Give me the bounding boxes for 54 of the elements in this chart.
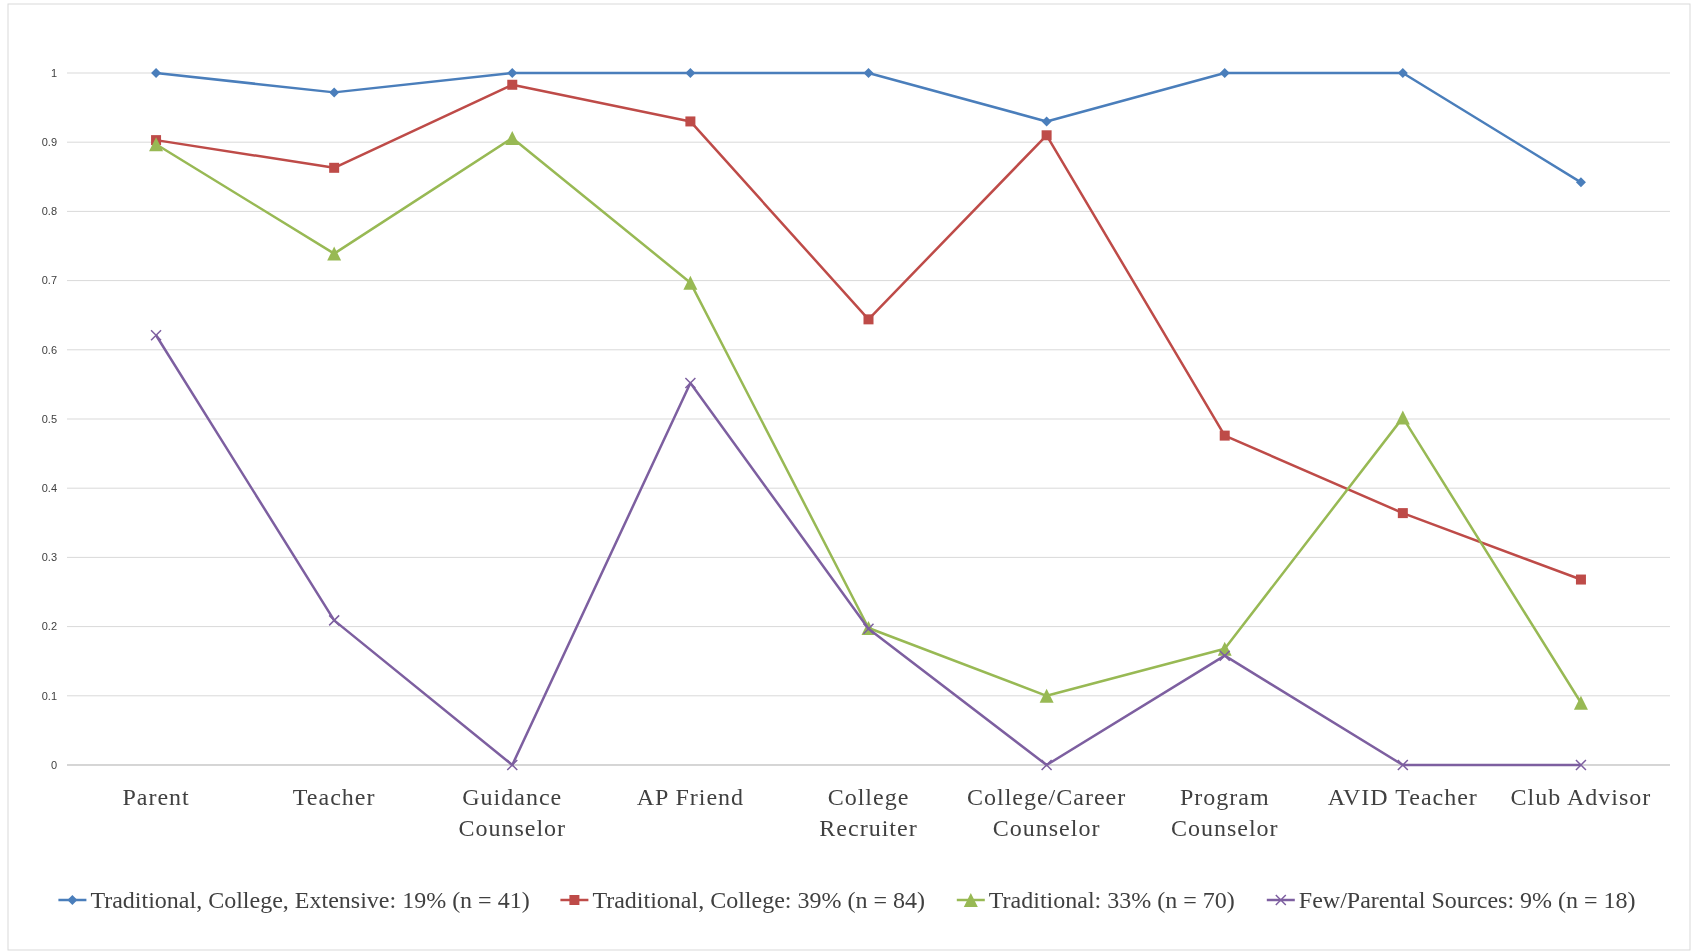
x-tick-label: Parent	[122, 784, 190, 810]
legend-label: Traditional: 33% (n = 70)	[988, 887, 1235, 914]
point	[1575, 177, 1586, 188]
point	[149, 137, 164, 152]
y-tick-label: 0.8	[41, 205, 57, 218]
legend-label: Few/Parental Sources: 9% (n = 18)	[1298, 887, 1636, 914]
point	[505, 131, 520, 146]
point	[328, 614, 340, 627]
point	[683, 275, 698, 290]
y-tick-label: 0.4	[41, 482, 57, 495]
x-tick-label: AVID Teacher	[1327, 784, 1478, 810]
point	[327, 246, 342, 261]
x-tick-label: Guidance Counselor	[458, 784, 567, 841]
point	[1573, 695, 1588, 710]
point	[1219, 68, 1230, 78]
point	[685, 116, 696, 127]
point	[685, 68, 696, 78]
x-tick-label: Teacher	[292, 784, 376, 810]
y-tick-label: 0.7	[41, 274, 57, 287]
point	[1397, 508, 1408, 519]
point	[1575, 759, 1587, 771]
x-tick-label: Club Advisor	[1510, 784, 1652, 810]
point	[1040, 759, 1053, 771]
point	[1397, 759, 1409, 771]
y-tick-label: 0.5	[41, 412, 57, 425]
y-tick-label: 0.3	[41, 551, 57, 564]
point	[1041, 130, 1052, 141]
point	[1039, 688, 1054, 703]
point	[507, 79, 518, 90]
y-tick-label: 0	[50, 758, 57, 771]
point	[863, 68, 874, 78]
y-tick-label: 0.9	[41, 136, 57, 149]
y-tick-label: 1	[50, 66, 57, 79]
y-tick-label: 0.2	[41, 620, 57, 633]
point	[1219, 430, 1230, 441]
point	[329, 162, 340, 173]
point	[150, 329, 162, 342]
point	[863, 314, 874, 325]
x-tick-label: AP Friend	[636, 784, 745, 810]
x-tick-label: College Recruiter	[819, 784, 918, 841]
point	[1395, 410, 1410, 425]
point	[1218, 649, 1231, 662]
point	[506, 759, 519, 771]
x-tick-label: College/Career Counselor	[966, 784, 1127, 841]
x-tick-label: Program Counselor	[1170, 784, 1279, 841]
point	[1041, 116, 1052, 127]
point	[329, 87, 340, 98]
legend-label: Traditional, College: 39% (n = 84)	[592, 887, 926, 914]
legend-label: Traditional, College, Extensive: 19% (n = 41)	[90, 887, 530, 914]
point	[151, 68, 162, 78]
point	[1575, 574, 1586, 585]
y-tick-label: 0.1	[41, 689, 57, 702]
y-tick-label: 0.6	[41, 343, 57, 356]
point	[684, 377, 697, 389]
